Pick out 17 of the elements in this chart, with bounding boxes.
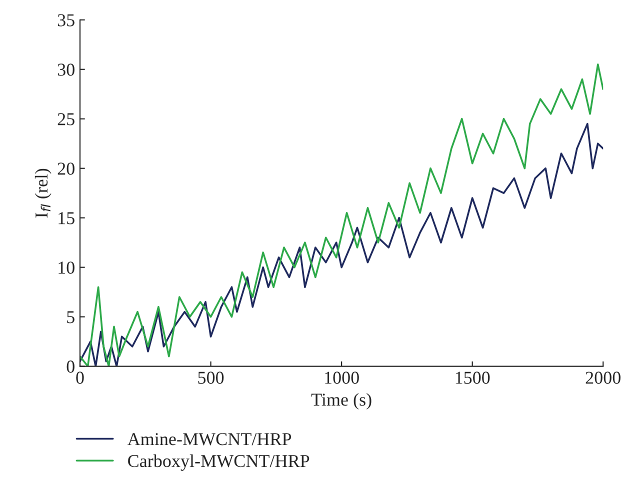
- y-tick-label: 25: [58, 113, 74, 126]
- x-tick-label: 1500: [456, 372, 490, 384]
- legend-label: Carboxyl-MWCNT/HRP: [128, 454, 310, 471]
- y-tick-label: 10: [58, 262, 74, 274]
- y-axis-title: I$_{fl}$ (rel): [34, 168, 52, 218]
- legend-label: Amine-MWCNT/HRP: [127, 433, 292, 446]
- x-tick-label: 0: [76, 372, 84, 384]
- x-tick-label: 1000: [325, 372, 359, 384]
- x-tick-label: 2000: [586, 372, 620, 384]
- x-tick-label: 500: [198, 372, 224, 384]
- y-tick-label: 30: [58, 64, 74, 76]
- y-tick-label: 20: [58, 162, 74, 175]
- y-tick-label: 0: [66, 360, 74, 373]
- y-tick-label: 15: [58, 212, 74, 224]
- y-tick-label: 5: [67, 311, 74, 324]
- x-axis-title: Time (s): [311, 393, 372, 410]
- y-tick-label: 35: [58, 14, 74, 26]
